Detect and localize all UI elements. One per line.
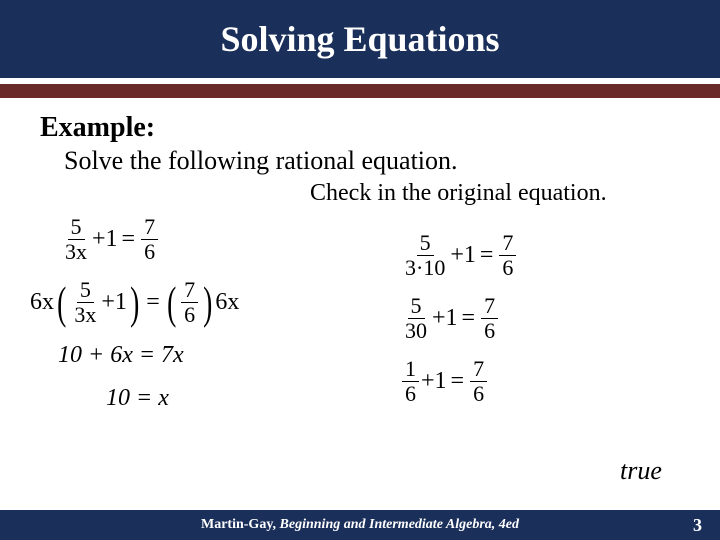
divider-red bbox=[0, 84, 720, 98]
example-label: Example: bbox=[40, 112, 680, 144]
paren-right-icon: ) bbox=[203, 282, 212, 323]
check-eq3: 16 +1 = 76 bbox=[400, 358, 518, 405]
check-eq2: 530 +1 = 76 bbox=[400, 295, 518, 342]
paren-right-icon: ) bbox=[130, 282, 139, 323]
page-number: 3 bbox=[693, 515, 702, 536]
check-steps: 53·10 +1 = 76 530 +1 = 76 16 +1 = 76 bbox=[400, 232, 518, 421]
solve-steps: 53x +1 = 76 6x ( 53x +1 ) = ( 76 ) 6x 10… bbox=[60, 216, 239, 428]
instruction-text: Solve the following rational equation. bbox=[64, 146, 680, 176]
eq-original: 53x +1 = 76 bbox=[60, 216, 239, 263]
paren-left-icon: ( bbox=[167, 282, 176, 323]
check-label: Check in the original equation. bbox=[310, 180, 607, 207]
eq-simplified: 10 + 6x = 7x bbox=[58, 342, 239, 369]
slide-title: Solving Equations bbox=[220, 18, 499, 60]
content-area: Example: Solve the following rational eq… bbox=[0, 98, 720, 176]
slide-header: Solving Equations bbox=[0, 0, 720, 78]
paren-left-icon: ( bbox=[57, 282, 66, 323]
eq-multiply-lcd: 6x ( 53x +1 ) = ( 76 ) 6x bbox=[30, 279, 239, 326]
slide-footer: Martin-Gay, Beginning and Intermediate A… bbox=[0, 510, 720, 540]
footer-text: Martin-Gay, Beginning and Intermediate A… bbox=[201, 517, 519, 533]
true-label: true bbox=[620, 456, 662, 486]
eq-solution: 10 = x bbox=[106, 385, 239, 412]
check-eq1: 53·10 +1 = 76 bbox=[400, 232, 518, 279]
